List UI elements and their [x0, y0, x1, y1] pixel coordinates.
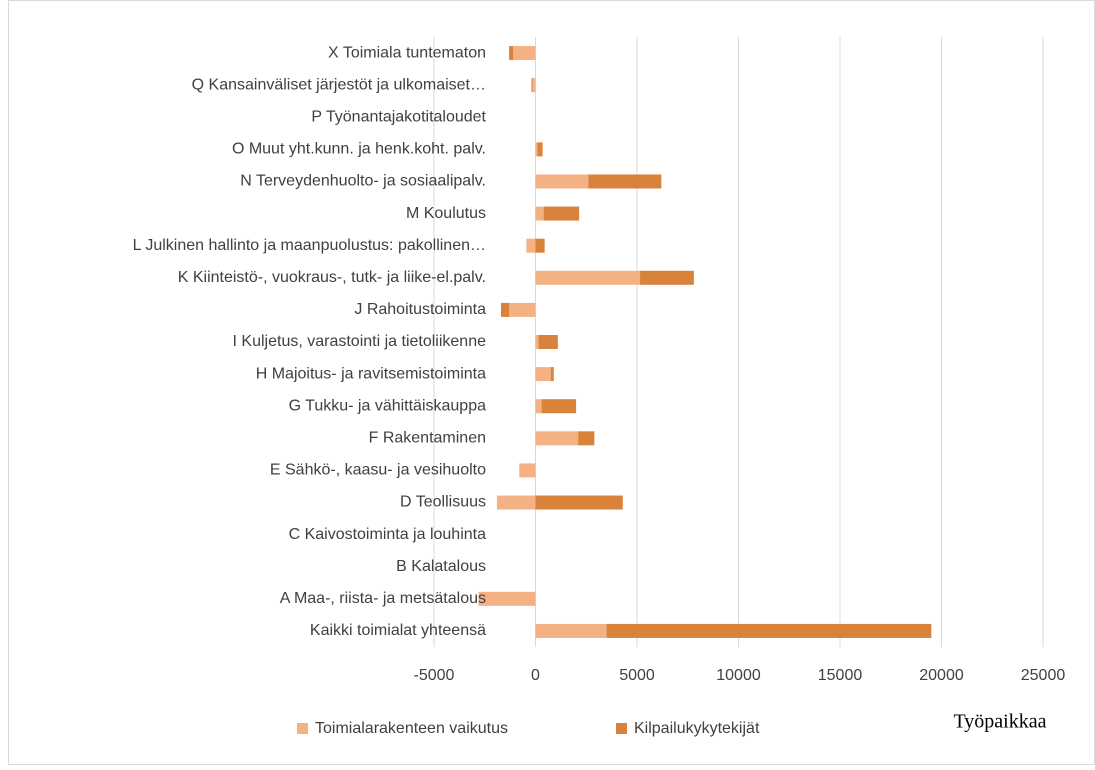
bar	[519, 463, 536, 478]
bar	[509, 46, 514, 61]
y-tick-label: E Sähkö-, kaasu- ja vesihuolto	[270, 462, 486, 479]
bar	[535, 206, 544, 221]
y-tick-label: Q Kansainväliset järjestöt ja ulkomaiset…	[192, 76, 486, 93]
y-tick-label: H Majoitus- ja ravitsemistoiminta	[256, 365, 486, 382]
bar	[578, 431, 595, 446]
y-tick-label: P Työnantajakotitaloudet	[311, 108, 486, 125]
bar	[535, 623, 607, 638]
y-tick-label: O Muut yht.kunn. ja henk.koht. palv.	[232, 141, 486, 158]
bar	[535, 142, 538, 157]
bar	[526, 238, 536, 253]
y-tick-label: J Rahoitustoiminta	[354, 301, 486, 318]
y-tick-label: L Julkinen hallinto ja maanpuolustus: pa…	[133, 237, 486, 254]
bar	[537, 142, 543, 157]
y-tick-label: B Kalatalous	[396, 558, 486, 575]
chart-border	[8, 0, 1095, 765]
y-tick-label: F Rakentaminen	[369, 430, 486, 447]
y-tick-label: X Toimiala tuntematon	[328, 44, 486, 61]
y-tick-label: I Kuljetus, varastointi ja tietoliikenne	[233, 333, 487, 350]
bar	[509, 302, 536, 317]
bar	[535, 335, 539, 349]
bar	[640, 270, 694, 285]
x-tick-label: 25000	[1021, 667, 1066, 684]
x-tick-label: 5000	[619, 667, 655, 684]
legend-swatch	[616, 723, 627, 734]
y-tick-label: C Kaivostoiminta ja louhinta	[289, 526, 487, 543]
y-tick-label: A Maa-, riista- ja metsätalous	[280, 590, 486, 607]
bar	[535, 431, 579, 446]
bar	[541, 399, 577, 414]
bar	[535, 495, 623, 510]
bar	[606, 623, 932, 638]
x-axis-title: Työpaikkaa	[953, 711, 1046, 733]
y-tick-label: N Terveydenhuolto- ja sosiaalipalv.	[240, 173, 486, 190]
bar	[535, 367, 551, 382]
y-tick-label: K Kiinteistö-, vuokraus-, tutk- ja liike…	[178, 269, 486, 286]
bar	[513, 46, 536, 61]
bar	[535, 174, 589, 189]
bar	[500, 302, 510, 317]
legend-swatch	[297, 723, 308, 734]
x-tick-label: 15000	[818, 667, 863, 684]
legend-label: Toimialarakenteen vaikutus	[315, 720, 508, 737]
y-tick-label: G Tukku- ja vähittäiskauppa	[289, 397, 487, 414]
y-tick-label: D Teollisuus	[400, 494, 486, 511]
bar	[496, 495, 536, 510]
bar	[535, 238, 545, 253]
x-tick-label: 20000	[919, 667, 964, 684]
bar	[550, 367, 554, 382]
bar	[535, 399, 542, 414]
bar	[588, 174, 662, 189]
x-tick-label: 10000	[716, 667, 761, 684]
bar	[531, 78, 533, 93]
bar	[538, 335, 558, 349]
y-tick-label: Kaikki toimialat yhteensä	[310, 622, 486, 639]
x-tick-label: 0	[531, 667, 540, 684]
x-tick-label: -5000	[414, 667, 455, 684]
bar	[532, 78, 536, 93]
bar	[478, 591, 536, 606]
legend-label: Kilpailukykytekijät	[634, 720, 760, 737]
y-tick-label: M Koulutus	[406, 205, 486, 222]
bar	[535, 270, 641, 285]
bar	[543, 206, 580, 221]
